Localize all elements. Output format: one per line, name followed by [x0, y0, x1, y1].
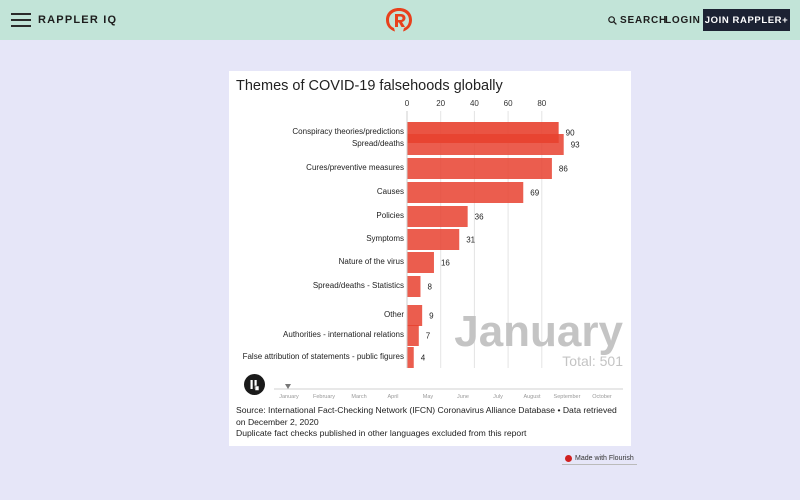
bar	[407, 158, 552, 179]
period-label: January	[454, 307, 623, 356]
bar-category-label: Cures/preventive measures	[306, 163, 404, 172]
bar	[407, 229, 460, 250]
timeline-month-label: July	[493, 394, 503, 400]
timeline-month-label: February	[313, 394, 335, 400]
bar-value-label: 31	[466, 236, 475, 245]
login-link[interactable]: LOGIN	[665, 15, 701, 26]
bar-value-label: 8	[427, 283, 432, 292]
bar-category-label: Policies	[376, 211, 404, 220]
bar	[407, 252, 434, 273]
bar-category-label: Other	[384, 310, 404, 319]
bar	[407, 122, 559, 143]
source-note: Source: International Fact-Checking Netw…	[236, 405, 626, 440]
bar-category-label: Spread/deaths - Statistics	[313, 281, 404, 290]
bar-category-label: Conspiracy theories/predictions	[292, 127, 404, 136]
bar	[407, 182, 524, 203]
timeline-month-label: October	[592, 394, 612, 400]
bar-category-label: Causes	[377, 187, 404, 196]
bar-category-label: Nature of the virus	[339, 257, 404, 266]
x-tick-label: 0	[405, 99, 410, 108]
bar	[407, 206, 468, 227]
flourish-logo-icon	[565, 454, 572, 462]
x-tick-label: 20	[436, 99, 445, 108]
bar-value-label: 4	[421, 354, 426, 363]
total-label: Total: 501	[562, 353, 623, 369]
join-rappler-plus-button[interactable]: JOIN RAPPLER+	[703, 9, 790, 31]
timeline-month-label: March	[351, 394, 366, 400]
flourish-label: Made with Flourish	[575, 454, 634, 462]
menu-icon[interactable]	[11, 13, 31, 27]
timeline-month-label: May	[423, 394, 434, 400]
x-tick-label: 40	[470, 99, 479, 108]
rappler-logo-icon[interactable]	[385, 7, 413, 33]
bar-category-label: Symptoms	[366, 234, 404, 243]
bar-value-label: 93	[571, 141, 580, 150]
chart-card: Themes of COVID-19 falsehoods globally 0…	[229, 71, 631, 446]
bar-category-label: Authorities - international relations	[283, 330, 404, 339]
x-tick-label: 80	[537, 99, 546, 108]
top-navigation-bar: RAPPLER IQ SEARCH LOGIN JOIN RAPPLER+	[0, 0, 800, 40]
bar-value-label: 9	[429, 312, 434, 321]
bar-value-label: 16	[441, 259, 450, 268]
search-link[interactable]: SEARCH	[608, 15, 667, 26]
bar-value-label: 90	[566, 129, 575, 138]
timeline-month-label: June	[457, 394, 469, 400]
x-tick-label: 60	[504, 99, 513, 108]
search-label: SEARCH	[620, 15, 668, 26]
source-text: Source: International Fact-Checking Netw…	[236, 405, 617, 427]
timeline-handle[interactable]	[285, 384, 291, 389]
bar-value-label: 86	[559, 165, 568, 174]
play-button[interactable]	[244, 374, 265, 395]
duplicate-note: Duplicate fact checks published in other…	[236, 428, 527, 438]
bar-category-label: False attribution of statements - public…	[243, 352, 404, 361]
made-with-flourish-badge[interactable]: Made with Flourish	[562, 452, 637, 465]
bar	[407, 276, 421, 297]
replay-icon	[250, 380, 260, 391]
bar	[407, 347, 414, 368]
bar	[407, 325, 419, 346]
bar	[407, 305, 423, 326]
bar-chart-race: 0 20 40 60 80 93 Spread/deaths 90 Conspiracy the…	[243, 99, 624, 400]
bar-category-label: Spread/deaths	[352, 139, 404, 148]
bar-value-label: 69	[530, 189, 539, 198]
brand-name[interactable]: RAPPLER IQ	[38, 14, 118, 26]
search-icon	[608, 16, 617, 25]
timeline-month-label: August	[523, 394, 541, 400]
timeline-month-label: September	[554, 394, 581, 400]
chart-title: Themes of COVID-19 falsehoods globally	[236, 78, 503, 94]
bar-value-label: 7	[426, 332, 431, 341]
bar-value-label: 36	[475, 213, 484, 222]
timeline-month-label: January	[279, 394, 299, 400]
timeline-month-label: April	[387, 394, 398, 400]
